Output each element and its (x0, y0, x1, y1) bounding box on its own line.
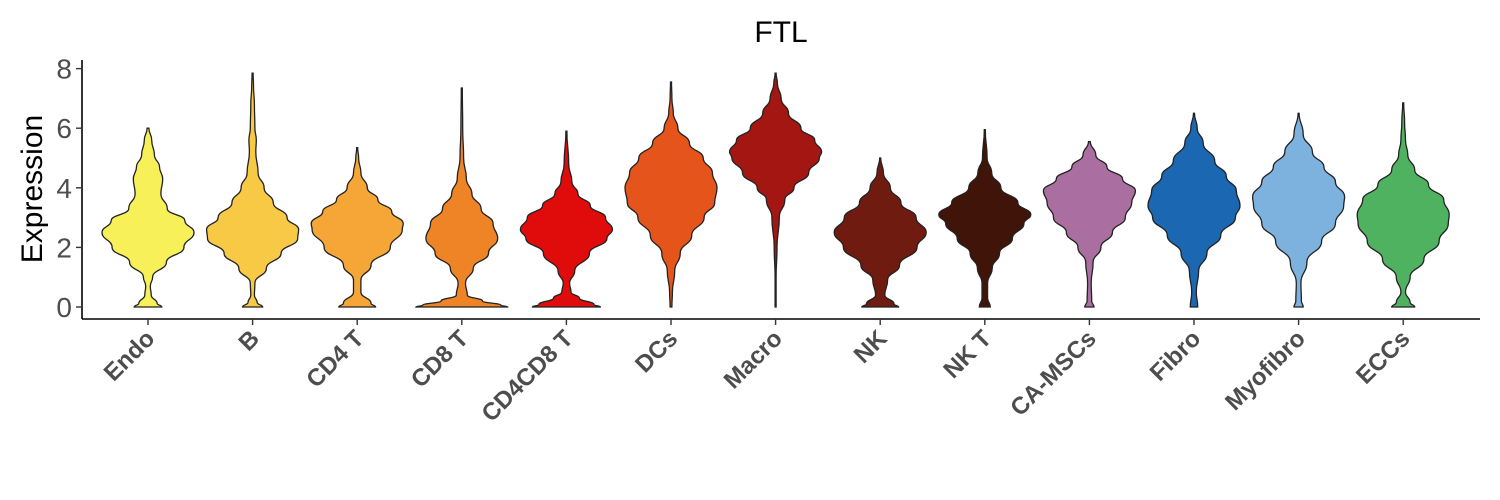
chart-title: FTL (754, 16, 807, 49)
violin-eccs (1356, 102, 1450, 308)
violin-cd8-t (415, 87, 509, 308)
x-tick-label: Endo (99, 325, 161, 387)
violin-myofibro (1251, 112, 1346, 308)
violin-nk-t (938, 129, 1032, 308)
violin-b (205, 72, 300, 308)
y-tick-label: 8 (56, 54, 72, 85)
violin-ca-mscs (1042, 140, 1137, 308)
x-tick-label: DCs (630, 325, 683, 378)
x-tick-label: CD4 T (301, 325, 369, 393)
x-tick-label: CA-MSCs (1005, 325, 1101, 421)
violin-group (101, 72, 1450, 308)
x-tick-label: CD4CD8 T (477, 325, 579, 427)
violin-endo (101, 127, 195, 308)
y-ticks: 0 2 4 6 8 (56, 54, 82, 323)
x-tick-label: Macro (719, 325, 788, 394)
violin-cd4cd8-t (519, 130, 614, 308)
violin-dcs (624, 81, 718, 308)
violin-fibro (1147, 112, 1241, 308)
violin-cd4-t (310, 146, 404, 308)
violin-nk (833, 157, 927, 308)
y-tick-label: 6 (56, 113, 72, 144)
y-tick-label: 2 (56, 232, 72, 263)
x-tick-label: CD8 T (406, 325, 474, 393)
violin-macro (728, 72, 823, 308)
x-tick-label: Fibro (1145, 325, 1207, 387)
y-axis-label: Expression (16, 115, 49, 263)
x-tick-label: B (233, 325, 264, 356)
y-tick-label: 0 (56, 292, 72, 323)
x-tick-label: NK T (938, 325, 997, 384)
x-tick-label: NK (849, 325, 893, 369)
x-ticks: Endo B CD4 T CD8 T CD4CD8 T DCs Macro NK NK T CA-… (99, 319, 1415, 427)
y-tick-label: 4 (56, 173, 72, 204)
x-tick-label: ECCs (1351, 325, 1415, 389)
x-tick-label: Myofibro (1220, 325, 1311, 416)
